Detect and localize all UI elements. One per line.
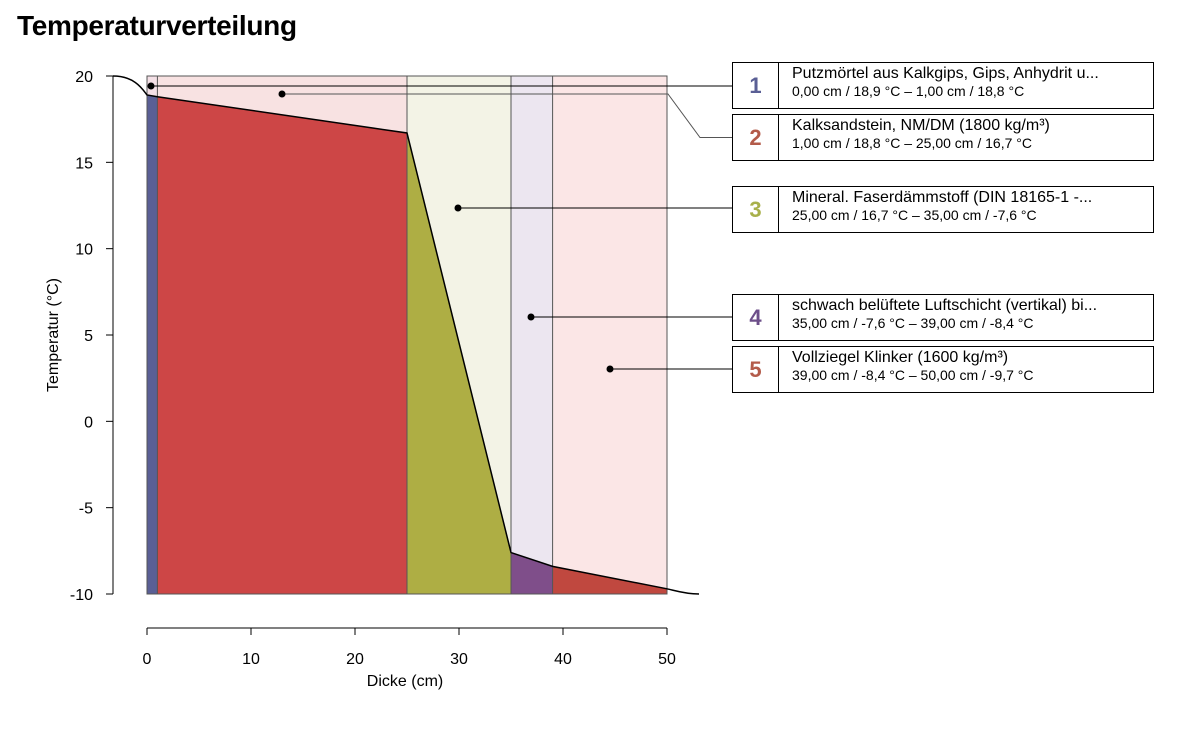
x-tick-label: 40: [554, 651, 572, 668]
x-tick-label: 50: [658, 651, 676, 668]
legend-entry: 2 Kalksandstein, NM/DM (1800 kg/m³) 1,00 c…: [732, 114, 1154, 161]
y-axis-label: Temperatur (°C): [45, 278, 62, 392]
x-tick-label: 30: [450, 651, 468, 668]
x-tick-label: 0: [143, 651, 152, 668]
x-tick-label: 20: [346, 651, 364, 668]
layer-fill-2: [157, 96, 407, 594]
legend-leader-lines: [147, 82, 732, 373]
legend-layer-range: 0,00 cm / 18,9 °C – 1,00 cm / 18,8 °C: [792, 83, 1025, 100]
legend-layer-range: 35,00 cm / -7,6 °C – 39,00 cm / -8,4 °C: [792, 315, 1034, 332]
y-tick-label: 10: [75, 242, 93, 259]
legend-entry: 5 Vollziegel Klinker (1600 kg/m³) 39,00 cm…: [732, 346, 1154, 393]
legend-entry: 4 schwach belüftete Luftschicht (vertikal…: [732, 294, 1154, 341]
legend-layer-range: 39,00 cm / -8,4 °C – 50,00 cm / -9,7 °C: [792, 367, 1034, 384]
legend-layer-name: Putzmörtel aus Kalkgips, Gips, Anhydrit …: [792, 65, 1099, 82]
legend-number: 5: [733, 347, 779, 392]
chart-title: Temperaturverteilung: [17, 10, 297, 41]
layer-dividers: [146, 75, 668, 595]
legend-entry: 1 Putzmörtel aus Kalkgips, Gips, Anhydrit…: [732, 62, 1154, 109]
legend-number: 2: [733, 115, 779, 160]
leader-marker-4: [527, 313, 535, 321]
layer-fill-3: [407, 132, 511, 595]
legend-number: 4: [733, 295, 779, 340]
layer-fill-5: [552, 566, 667, 594]
x-tick-label: 10: [242, 651, 260, 668]
temperature-profile-line: [112, 75, 700, 595]
legend-number: 1: [733, 63, 779, 108]
leader-line-2: [282, 93, 732, 138]
layer-temperature-fills: [147, 94, 667, 595]
legend-text: schwach belüftete Luftschicht (vertikal)…: [779, 295, 1097, 340]
legend-text: Putzmörtel aus Kalkgips, Gips, Anhydrit …: [779, 63, 1099, 108]
legend-layer-name: Kalksandstein, NM/DM (1800 kg/m³): [792, 117, 1050, 134]
legend-text: Mineral. Faserdämmstoff (DIN 18165-1 -..…: [779, 187, 1092, 232]
legend-number: 3: [733, 187, 779, 232]
y-tick-label: -5: [79, 501, 93, 518]
legend-layer-name: schwach belüftete Luftschicht (vertikal)…: [792, 297, 1098, 314]
leader-marker-5: [606, 365, 614, 373]
layer-band-4: [511, 76, 553, 594]
x-axis-label: Dicke (cm): [367, 673, 443, 690]
leader-marker-3: [454, 204, 462, 212]
y-tick-label: 20: [75, 69, 93, 86]
y-tick-label: 5: [84, 328, 93, 345]
layer-fill-1: [147, 94, 158, 594]
legend-entry: 3 Mineral. Faserdämmstoff (DIN 18165-1 -.…: [732, 186, 1154, 233]
legend-layer-range: 25,00 cm / 16,7 °C – 35,00 cm / -7,6 °C: [792, 207, 1037, 224]
layer-fill-4: [511, 552, 553, 594]
legend-layer-name: Vollziegel Klinker (1600 kg/m³): [792, 349, 1009, 366]
layer-band-5: [552, 76, 667, 594]
legend-layer-name: Mineral. Faserdämmstoff (DIN 18165-1 -..…: [792, 189, 1093, 206]
leader-marker-1: [147, 82, 155, 90]
legend-text: Vollziegel Klinker (1600 kg/m³) 39,00 cm …: [779, 347, 1034, 392]
y-tick-label: 15: [75, 155, 93, 172]
y-tick-label: -10: [70, 587, 93, 604]
leader-marker-2: [278, 90, 286, 98]
legend-layer-range: 1,00 cm / 18,8 °C – 25,00 cm / 16,7 °C: [792, 135, 1032, 152]
y-tick-label: 0: [84, 414, 93, 431]
temperature-profile: [112, 75, 700, 595]
legend-text: Kalksandstein, NM/DM (1800 kg/m³) 1,00 cm…: [779, 115, 1050, 160]
